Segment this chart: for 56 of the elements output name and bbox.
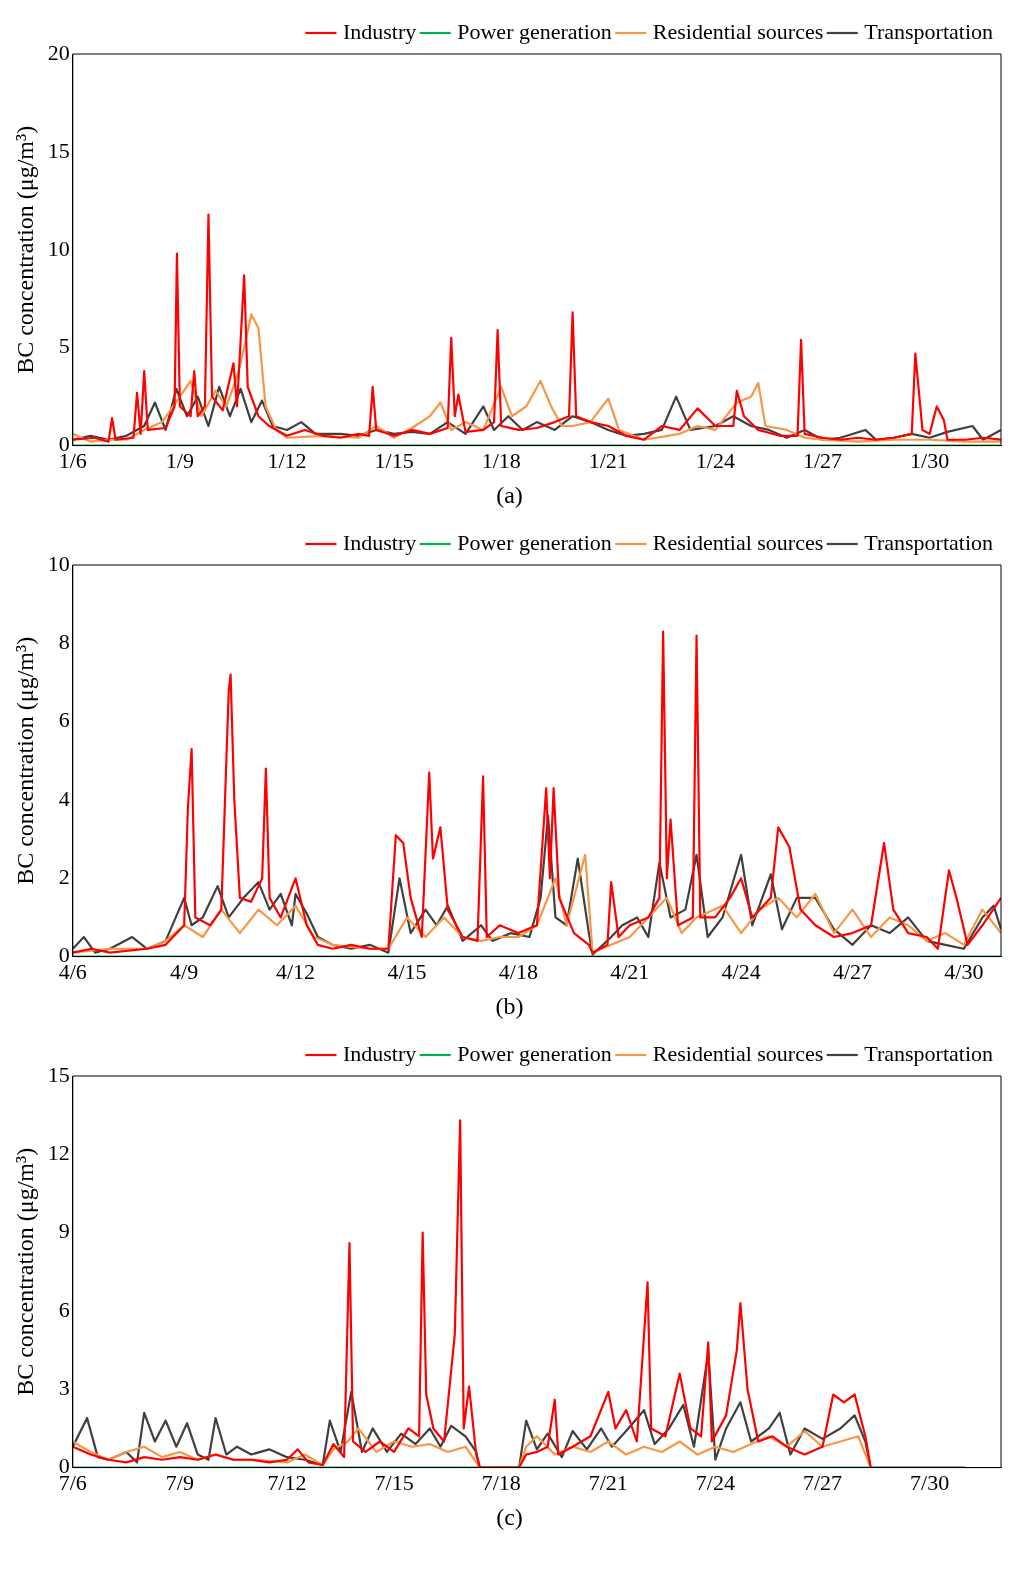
x-tick-label: 7/24 bbox=[695, 1469, 735, 1495]
y-tick-label: 20 bbox=[47, 39, 70, 65]
y-axis-title: BC concentration (μg/m³) bbox=[11, 1147, 38, 1396]
x-tick-label: 4/9 bbox=[170, 958, 199, 984]
y-tick-label: 2 bbox=[58, 864, 70, 890]
legend-label: Industry bbox=[342, 18, 417, 44]
legend-label: Industry bbox=[342, 1040, 417, 1066]
y-tick-label: 6 bbox=[58, 1296, 70, 1322]
legend-label: Transportation bbox=[864, 18, 993, 44]
legend-label: Residential sources bbox=[652, 18, 824, 44]
text: (c) bbox=[495, 1504, 524, 1531]
x-tick-label: 1/15 bbox=[374, 447, 414, 473]
y-tick-label: 4 bbox=[58, 785, 70, 811]
text: (b) bbox=[494, 993, 525, 1020]
x-tick-label: 1/12 bbox=[267, 447, 307, 473]
y-axis-title: BC concentration (μg/m³) bbox=[11, 125, 38, 374]
legend-label: Transportation bbox=[864, 1040, 993, 1066]
y-tick-label: 10 bbox=[47, 235, 70, 261]
x-tick-label: 4/21 bbox=[610, 958, 650, 984]
legend-label: Power generation bbox=[457, 1040, 612, 1066]
y-tick-label: 6 bbox=[58, 707, 70, 733]
x-tick-label: 7/12 bbox=[267, 1469, 307, 1495]
legend-label: Industry bbox=[342, 529, 417, 555]
x-tick-label: 4/30 bbox=[944, 958, 984, 984]
x-tick-label: 7/27 bbox=[802, 1469, 843, 1495]
x-tick-label: 1/9 bbox=[165, 447, 194, 473]
y-tick-label: 12 bbox=[47, 1140, 70, 1166]
x-tick-label: 7/21 bbox=[588, 1469, 628, 1495]
legend-label: Residential sources bbox=[652, 1040, 824, 1066]
x-tick-label: 1/21 bbox=[588, 447, 628, 473]
x-tick-label: 7/9 bbox=[165, 1469, 194, 1495]
legend-label: Residential sources bbox=[652, 529, 824, 555]
x-tick-label: 7/18 bbox=[481, 1469, 521, 1495]
y-tick-label: 15 bbox=[47, 1061, 70, 1087]
legend-label: Power generation bbox=[457, 18, 612, 44]
x-tick-label: 1/18 bbox=[481, 447, 521, 473]
y-tick-label: 9 bbox=[58, 1218, 70, 1244]
x-tick-label: 4/18 bbox=[498, 958, 538, 984]
x-tick-label: 4/27 bbox=[832, 958, 873, 984]
x-tick-label: 4/15 bbox=[387, 958, 427, 984]
legend-label: Transportation bbox=[864, 529, 993, 555]
x-tick-label: 4/12 bbox=[276, 958, 316, 984]
x-tick-label: 4/24 bbox=[721, 958, 761, 984]
y-tick-label: 15 bbox=[47, 137, 70, 163]
y-tick-label: 3 bbox=[58, 1375, 70, 1401]
x-tick-label: 7/30 bbox=[910, 1469, 950, 1495]
x-tick-label: 7/15 bbox=[374, 1469, 414, 1495]
x-tick-label: 1/27 bbox=[802, 447, 843, 473]
y-tick-label: 8 bbox=[58, 629, 70, 655]
y-axis-title: BC concentration (μg/m³) bbox=[11, 636, 38, 885]
text: (a) bbox=[495, 482, 524, 509]
y-tick-label: 5 bbox=[58, 333, 70, 359]
x-tick-label: 1/30 bbox=[910, 447, 950, 473]
y-tick-label: 10 bbox=[47, 550, 70, 576]
x-tick-label: 1/24 bbox=[695, 447, 735, 473]
legend-label: Power generation bbox=[457, 529, 612, 555]
